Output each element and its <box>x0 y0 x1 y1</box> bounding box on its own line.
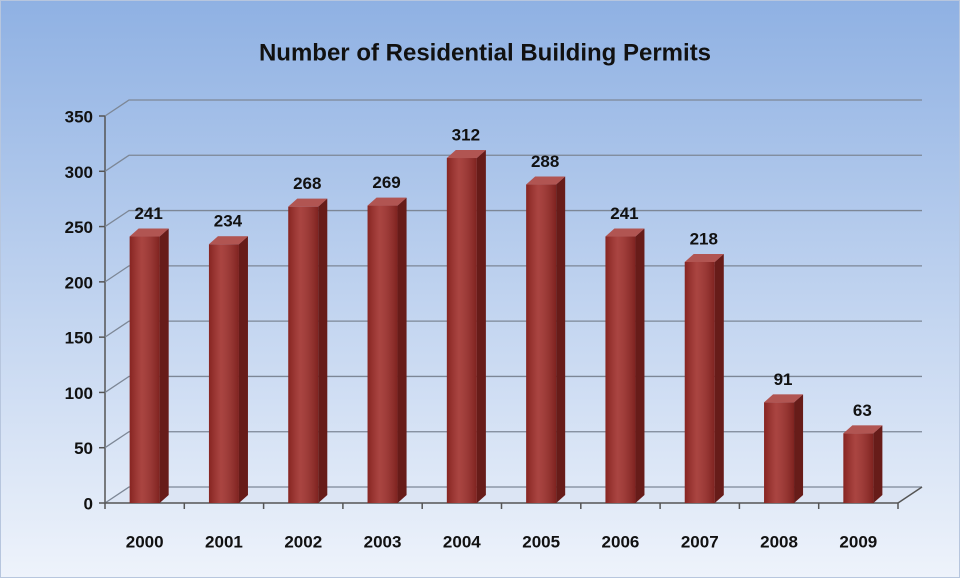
x-tick-label: 2001 <box>205 532 243 551</box>
bar-top <box>684 253 724 262</box>
bar-shade <box>446 158 477 503</box>
bar-top-shade <box>288 198 328 207</box>
y-tick-label: 300 <box>65 163 93 182</box>
bar-shade <box>764 402 795 503</box>
bar-shade <box>605 236 636 503</box>
bar-side <box>714 253 724 503</box>
data-label: 268 <box>293 174 321 193</box>
y-tick-label: 350 <box>65 107 93 126</box>
data-label: 218 <box>690 229 718 248</box>
x-tick-label: 2009 <box>839 532 877 551</box>
x-tick-label: 2003 <box>364 532 402 551</box>
data-label: 269 <box>372 173 400 192</box>
bar-side-shade <box>556 176 566 503</box>
bar-top-shade <box>526 176 566 185</box>
bar-side-shade <box>794 394 804 503</box>
bar-side <box>397 197 407 503</box>
bar-top <box>446 150 486 159</box>
bar-side-shade <box>476 150 486 503</box>
bar-top-shade <box>843 425 883 434</box>
grid-line <box>104 320 922 338</box>
y-tick-label: 150 <box>65 329 93 348</box>
bar-side <box>318 198 328 503</box>
bar-side <box>556 176 566 503</box>
x-tick-label: 2005 <box>522 532 560 551</box>
x-tick-label: 2006 <box>602 532 640 551</box>
data-label: 288 <box>531 152 559 171</box>
bar-top <box>288 198 328 207</box>
bar-side-shade <box>635 228 645 503</box>
bar-top <box>764 394 804 403</box>
bar-side <box>873 425 883 503</box>
data-label: 241 <box>610 204 638 223</box>
x-tick-label: 2008 <box>760 532 798 551</box>
bar-shade <box>288 206 319 503</box>
y-tick-label: 50 <box>74 439 93 458</box>
bar-shade <box>129 236 160 503</box>
x-tick-label: 2007 <box>681 532 719 551</box>
data-label: 312 <box>452 126 480 145</box>
y-tick-label: 100 <box>65 384 93 403</box>
bar-top-shade <box>605 228 645 237</box>
bar-top-shade <box>367 197 407 206</box>
chart-title: Number of Residential Building Permits <box>259 39 711 66</box>
bar-top-shade <box>446 150 486 159</box>
bar-side-shade <box>318 198 328 503</box>
bar-side <box>238 236 248 503</box>
y-tick-label: 200 <box>65 273 93 292</box>
bar-top <box>605 228 645 237</box>
bar-top <box>843 425 883 434</box>
bar-top <box>367 197 407 206</box>
grid-line <box>104 486 922 504</box>
bar-top-shade <box>208 236 248 245</box>
bar-top-shade <box>129 228 169 237</box>
bar-side <box>476 150 486 503</box>
bar-shade <box>684 261 715 503</box>
bar-side <box>159 228 169 503</box>
bar-top <box>208 236 248 245</box>
bar-shade <box>208 244 239 503</box>
bar-shade <box>526 184 557 503</box>
bar-side <box>794 394 804 503</box>
bar-shade <box>367 205 398 503</box>
grid-line <box>104 265 922 283</box>
x-tick-label: 2004 <box>443 532 481 551</box>
data-label: 241 <box>134 204 162 223</box>
y-tick-label: 0 <box>84 494 93 513</box>
data-label: 91 <box>774 370 793 389</box>
bar-top <box>129 228 169 237</box>
x-tick-label: 2002 <box>284 532 322 551</box>
grid-line <box>104 99 922 117</box>
bar-side-shade <box>159 228 169 503</box>
data-label: 234 <box>214 212 243 231</box>
bar-side-shade <box>238 236 248 503</box>
bar-top <box>526 176 566 185</box>
bar-top-shade <box>684 253 724 262</box>
x-axis-depth <box>897 486 923 504</box>
bar-shade <box>843 433 874 503</box>
data-label: 63 <box>853 401 872 420</box>
y-tick-label: 250 <box>65 218 93 237</box>
grid-line <box>104 431 922 449</box>
grid-line <box>104 375 922 393</box>
bar-side-shade <box>873 425 883 503</box>
bar-side-shade <box>397 197 407 503</box>
grid-line <box>104 154 922 172</box>
bar-top-shade <box>764 394 804 403</box>
grid-line <box>104 209 922 228</box>
bar-side <box>635 228 645 503</box>
x-tick-label: 2000 <box>126 532 164 551</box>
bar-side-shade <box>714 253 724 503</box>
